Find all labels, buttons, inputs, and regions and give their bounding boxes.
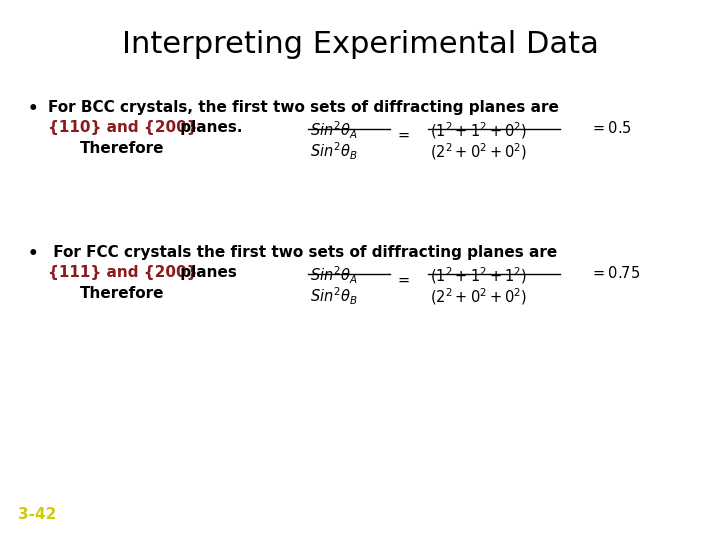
Text: {110} and {200}: {110} and {200} bbox=[48, 120, 197, 135]
Text: $= 0.5$: $= 0.5$ bbox=[590, 120, 632, 136]
Text: •: • bbox=[28, 100, 39, 118]
Text: Therefore: Therefore bbox=[80, 286, 164, 301]
Text: {111} and {200}: {111} and {200} bbox=[48, 265, 197, 280]
Text: planes: planes bbox=[175, 265, 237, 280]
Text: $= 0.75$: $= 0.75$ bbox=[590, 265, 640, 281]
Text: Therefore: Therefore bbox=[80, 141, 164, 156]
Text: For BCC crystals, the first two sets of diffracting planes are: For BCC crystals, the first two sets of … bbox=[48, 100, 559, 115]
Text: $Sin^2\theta_A$: $Sin^2\theta_A$ bbox=[310, 120, 358, 141]
Text: $=$: $=$ bbox=[395, 127, 410, 142]
Text: $Sin^2\theta_B$: $Sin^2\theta_B$ bbox=[310, 286, 358, 307]
Text: For FCC crystals the first two sets of diffracting planes are: For FCC crystals the first two sets of d… bbox=[48, 245, 557, 260]
Text: $(2^2+0^2+0^2)$: $(2^2+0^2+0^2)$ bbox=[430, 286, 527, 307]
Text: $(1^2+1^2+0^2)$: $(1^2+1^2+0^2)$ bbox=[430, 120, 527, 141]
Text: Interpreting Experimental Data: Interpreting Experimental Data bbox=[122, 30, 598, 59]
Text: •: • bbox=[28, 245, 39, 263]
Text: $Sin^2\theta_B$: $Sin^2\theta_B$ bbox=[310, 141, 358, 163]
Text: planes.: planes. bbox=[175, 120, 243, 135]
Text: $(2^2+0^2+0^2)$: $(2^2+0^2+0^2)$ bbox=[430, 141, 527, 161]
Text: $=$: $=$ bbox=[395, 272, 410, 287]
Text: 3-42: 3-42 bbox=[18, 507, 56, 522]
Text: $Sin^2\theta_A$: $Sin^2\theta_A$ bbox=[310, 265, 358, 286]
Text: $(1^2+1^2+1^2)$: $(1^2+1^2+1^2)$ bbox=[430, 265, 527, 286]
